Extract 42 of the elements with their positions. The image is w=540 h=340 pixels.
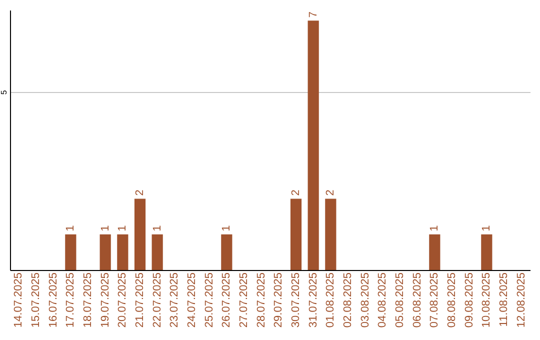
x-tick-label: 02.08.2025 <box>342 272 354 328</box>
x-tick-label: 03.08.2025 <box>359 272 372 328</box>
x-tick-label: 22.07.2025 <box>151 272 164 328</box>
data-label: 2 <box>134 190 146 196</box>
x-tick-label: 19.07.2025 <box>99 272 112 328</box>
x-tick-label: 14.07.2025 <box>12 272 25 328</box>
x-tick-label: 12.08.2025 <box>515 272 528 328</box>
x-tick-label: 06.08.2025 <box>411 272 424 328</box>
x-tick-label: 11.08.2025 <box>498 272 510 327</box>
x-tick-label: 17.07.2025 <box>64 272 77 328</box>
x-tick-label: 04.08.2025 <box>376 272 389 328</box>
x-tick-label: 09.08.2025 <box>463 272 476 328</box>
data-label: 1 <box>116 225 129 232</box>
x-tick-label: 24.07.2025 <box>186 272 198 328</box>
x-tick-label: 28.07.2025 <box>255 272 268 328</box>
x-tick-label: 08.08.2025 <box>446 272 458 328</box>
x-tick-label: 21.07.2025 <box>134 272 146 328</box>
x-tick-label: 07.08.2025 <box>428 272 441 328</box>
x-tick-label: 15.07.2025 <box>30 272 42 328</box>
x-tick-label: 16.07.2025 <box>47 272 60 328</box>
x-tick-label: 18.07.2025 <box>82 272 94 328</box>
x-tick-label: 23.07.2025 <box>168 272 181 328</box>
data-label: 1 <box>220 225 233 232</box>
x-tick-label: 25.07.2025 <box>203 272 216 328</box>
x-tick-label: 27.07.2025 <box>238 272 250 328</box>
data-label: 2 <box>290 190 302 196</box>
x-tick-label: 30.07.2025 <box>290 272 302 328</box>
x-tick-label: 31.07.2025 <box>307 272 320 328</box>
data-label: 1 <box>428 225 441 232</box>
x-tick-label: 10.08.2025 <box>480 272 493 328</box>
data-label: 1 <box>99 225 112 232</box>
data-label: 1 <box>480 225 493 232</box>
x-tick-label: 29.07.2025 <box>272 272 285 328</box>
x-tick-label: 05.08.2025 <box>394 272 406 328</box>
x-tick-label: 01.08.2025 <box>324 272 337 328</box>
y-tick-label: 5 <box>0 90 8 95</box>
data-label: 7 <box>307 12 320 18</box>
data-label: 1 <box>64 225 77 232</box>
data-label: 2 <box>324 190 337 196</box>
x-tick-label: 20.07.2025 <box>116 272 129 328</box>
x-tick-label: 26.07.2025 <box>220 272 233 328</box>
data-label: 1 <box>151 225 164 232</box>
